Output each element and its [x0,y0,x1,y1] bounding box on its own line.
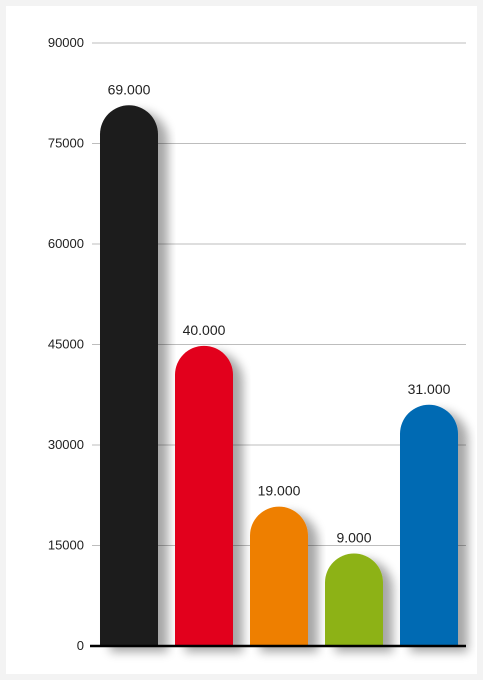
chart-card [6,6,477,674]
y-tick-label: 90000 [48,35,84,50]
y-tick-label: 0 [77,638,84,653]
data-labels: 69.000 40.000 19.000 9.000 31.000 [108,81,451,545]
y-tick-label: 60000 [48,236,84,251]
y-axis: 0 15000 30000 45000 60000 75000 90000 [48,35,84,653]
data-label: 9.000 [336,530,371,546]
bars [100,105,458,646]
data-label: 69.000 [108,81,151,97]
y-tick-label: 15000 [48,538,84,553]
y-tick-label: 30000 [48,437,84,452]
data-label: 19.000 [258,483,301,499]
data-label: 31.000 [408,381,451,397]
bar [400,404,458,646]
bar [100,105,158,646]
bar [325,553,383,646]
bar [250,506,308,646]
y-tick-label: 75000 [48,136,84,151]
bar [175,345,233,646]
y-tick-label: 45000 [48,337,84,352]
data-label: 40.000 [183,322,226,338]
